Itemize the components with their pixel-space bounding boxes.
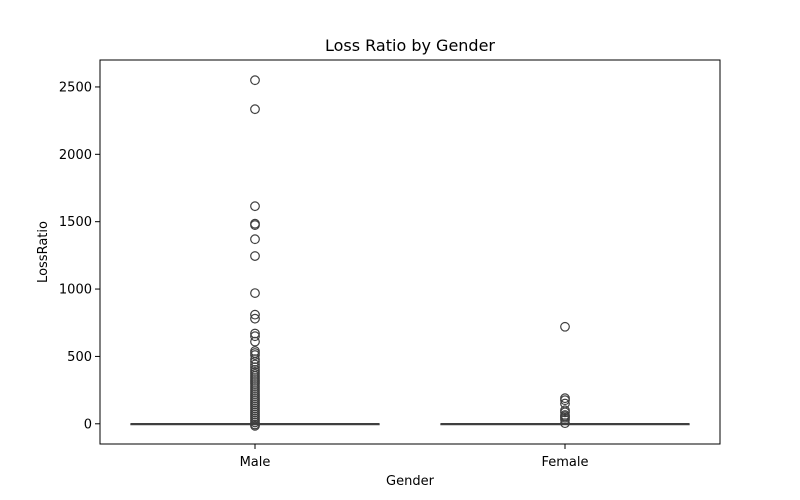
outlier-point	[250, 420, 260, 431]
outlier-point	[560, 414, 570, 425]
x-axis: Male Female	[240, 444, 589, 470]
y-tick-label: 2500	[59, 80, 92, 95]
outlier-point	[250, 234, 260, 245]
outlier-point	[250, 201, 260, 212]
outlier-point	[250, 350, 260, 360]
x-tick-label: Female	[541, 455, 588, 470]
y-tick-label: 500	[67, 350, 92, 365]
chart-title: Loss Ratio by Gender	[325, 36, 495, 55]
plot-frame	[99, 59, 721, 445]
y-tick-label: 0	[84, 417, 92, 432]
outlier-point	[560, 321, 570, 332]
outlier-point	[250, 104, 260, 115]
outlier-point	[560, 418, 570, 429]
outlier-point	[250, 331, 260, 342]
y-tick-label: 1500	[59, 215, 92, 230]
y-tick-label: 1000	[59, 283, 92, 298]
outlier-point	[250, 220, 260, 230]
outlier-point	[560, 395, 570, 406]
outlier-point	[250, 288, 260, 298]
y-axis-label: LossRatio	[36, 221, 51, 283]
x-axis-label: Gender	[386, 474, 435, 489]
box-male	[130, 75, 380, 431]
outlier-point	[560, 407, 570, 418]
plot-area	[130, 75, 690, 431]
outlier-point	[250, 336, 260, 347]
y-tick-label: 2000	[59, 148, 92, 163]
box-female	[440, 321, 690, 429]
outlier-point	[250, 75, 260, 86]
x-tick-label: Male	[240, 455, 271, 470]
outlier-point	[250, 251, 260, 261]
outlier-point	[250, 309, 260, 320]
outlier-point	[250, 313, 260, 324]
y-axis: 0 500 1000 1500 2000 2500	[59, 80, 100, 432]
outlier-point	[250, 359, 260, 370]
